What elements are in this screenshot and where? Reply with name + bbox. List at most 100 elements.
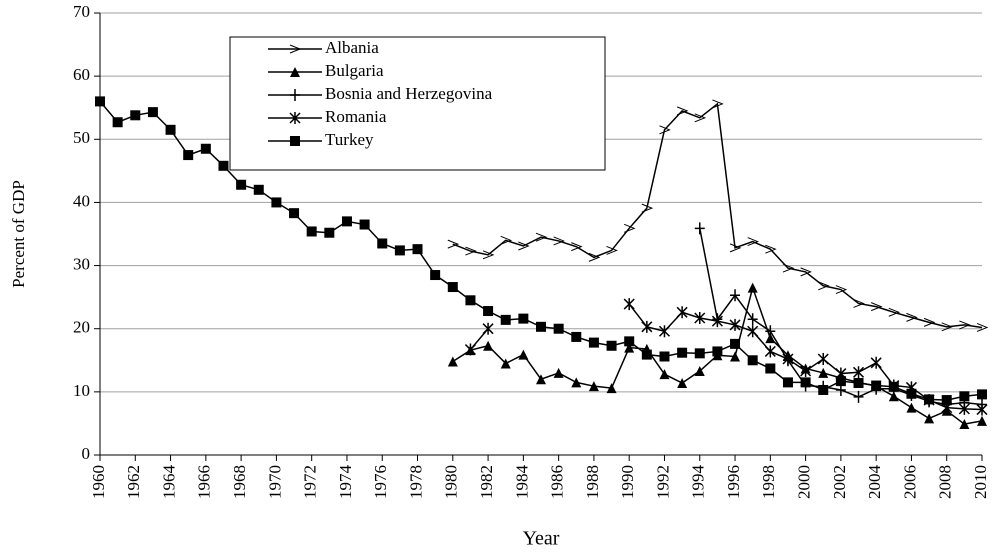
marker [941,395,952,406]
y-axis-label: Percent of GDP [9,180,28,288]
marker [447,356,458,367]
marker [906,402,917,413]
x-tick-label: 1976 [371,465,390,499]
x-tick-label: 1974 [336,465,355,500]
marker [747,237,760,247]
marker [765,333,776,344]
x-tick-label: 1960 [89,465,108,499]
marker [377,238,388,249]
marker [888,381,899,392]
marker [535,232,548,242]
marker [482,322,494,335]
x-tick-label: 1978 [406,465,425,499]
marker [782,353,794,366]
marker [483,340,494,351]
marker [888,307,901,317]
marker [588,337,599,348]
legend-label: Albania [325,38,379,57]
marker [765,244,777,254]
marker [765,363,776,374]
marker [782,263,795,273]
marker [924,394,935,405]
y-tick-label: 40 [73,191,90,210]
x-tick-label: 1992 [653,465,672,499]
marker [112,117,123,128]
x-tick-label: 1964 [159,465,178,500]
marker [694,113,707,123]
legend-label: Turkey [325,130,374,149]
legend-label: Romania [325,107,387,126]
marker [324,227,335,238]
marker [906,388,917,399]
marker [464,343,476,356]
marker [835,285,848,295]
marker [924,413,935,424]
x-tick-label: 1972 [301,465,320,499]
marker [853,298,865,308]
marker [729,318,741,331]
x-tick-label: 2002 [830,465,849,499]
marker [482,250,495,260]
marker [289,208,300,219]
y-tick-label: 20 [73,318,90,337]
marker [906,312,918,322]
marker [518,313,529,324]
marker [571,377,582,388]
marker [412,244,423,255]
marker [147,107,158,118]
marker [447,282,458,293]
x-tick-label: 1980 [442,465,461,499]
marker [236,179,247,190]
marker [711,315,723,328]
marker [183,150,194,161]
marker [923,317,936,327]
marker [959,320,971,330]
marker [888,391,899,402]
marker [518,241,530,251]
y-tick-label: 30 [73,254,90,273]
x-tick-label: 2010 [971,465,990,499]
marker [800,377,811,388]
marker [853,390,864,403]
marker [289,44,302,54]
x-tick-label: 1962 [124,465,143,499]
marker [641,320,653,333]
x-tick-label: 1998 [759,465,778,499]
marker [677,347,688,358]
marker [430,270,441,281]
x-tick-label: 1986 [548,465,567,499]
marker [571,242,583,252]
x-tick-label: 1994 [689,465,708,500]
marker [500,358,511,369]
marker [588,252,601,262]
marker [500,235,513,245]
marker [289,112,301,124]
marker [394,245,405,256]
marker [977,415,987,426]
marker [606,245,618,255]
marker [747,313,758,326]
marker [977,389,987,400]
y-tick-label: 10 [73,381,90,400]
marker [553,236,565,246]
x-axis-label: Year [523,528,560,550]
series-line [452,102,983,329]
marker [853,378,864,389]
x-tick-label: 1984 [512,465,531,500]
x-tick-label: 1970 [265,465,284,499]
marker [553,367,564,378]
marker [871,380,882,391]
marker [465,246,477,256]
marker [306,226,317,237]
marker [694,222,705,235]
marker [200,143,211,154]
x-tick-label: 2006 [900,465,919,499]
legend-box [229,36,606,171]
legend-label: Bulgaria [325,61,384,80]
marker [659,369,670,380]
marker [694,366,705,377]
marker [623,298,635,311]
marker [253,184,264,195]
marker [536,321,546,332]
